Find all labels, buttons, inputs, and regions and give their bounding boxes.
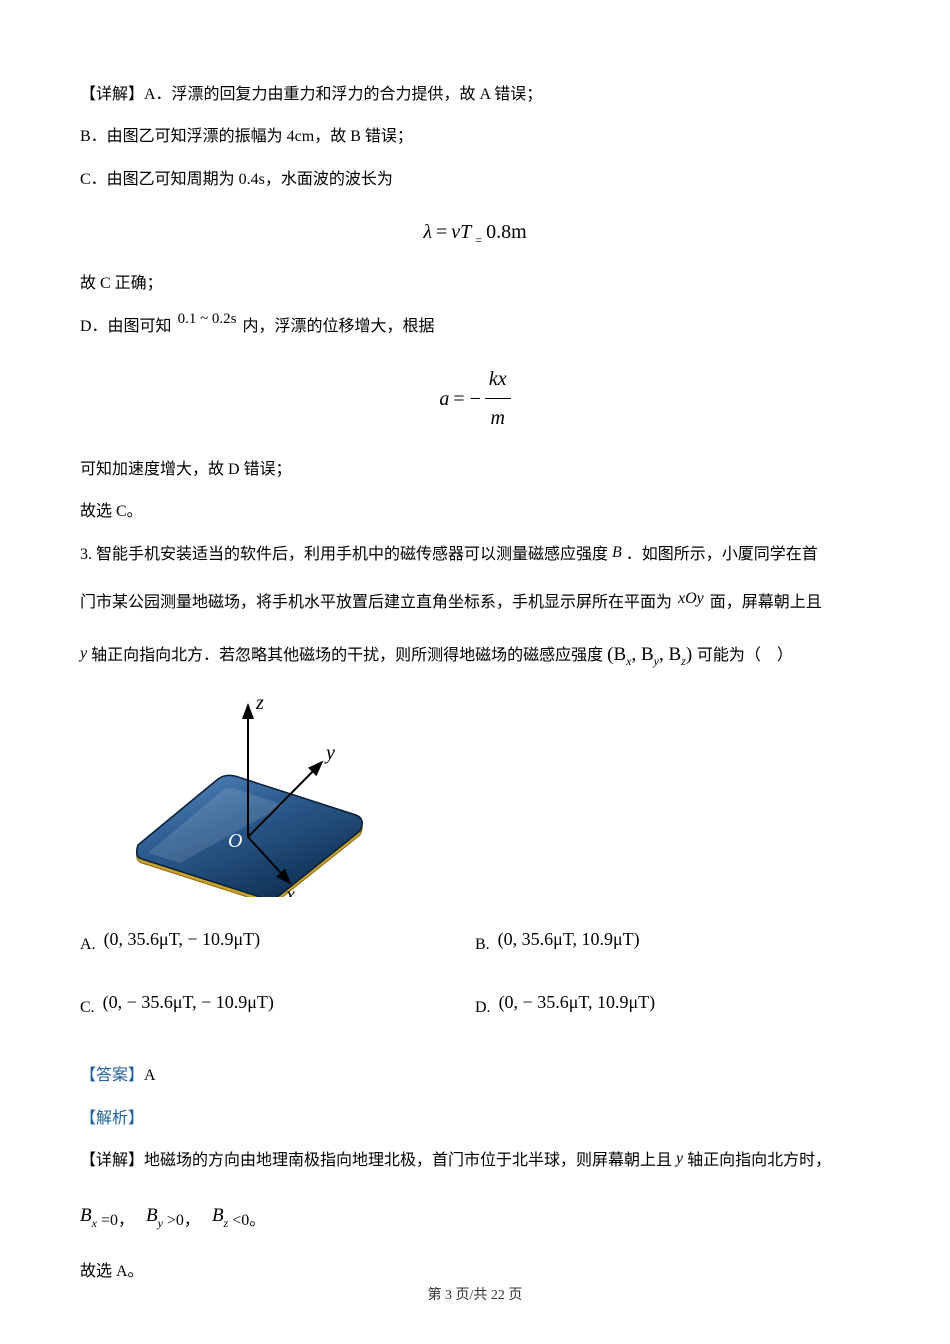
solution-line-d: D．由图可知 0.1 ~ 0.2s 内，浮漂的位移增大，根据 — [80, 312, 870, 343]
opt-c-label: C. — [80, 999, 95, 1016]
opt-d-val: (0, − 35.6μT, 10.9μT) — [499, 992, 656, 1012]
q3-p2-pre: 门市某公园测量地磁场，将手机水平放置后建立直角坐标系，手机显示屏所在平面为 — [80, 594, 672, 611]
page-footer: 第 3 页/共 22 页 — [0, 1283, 950, 1310]
axis-x-label: x — [285, 884, 295, 897]
cond-bz: B — [212, 1205, 224, 1226]
tuple-end: ) — [686, 644, 692, 665]
detail-post: 轴正向指向北方时， — [687, 1152, 831, 1169]
detail-y: y — [676, 1150, 683, 1167]
option-d[interactable]: D. (0, − 35.6μT, 10.9μT) — [475, 985, 870, 1024]
frac-den: m — [485, 399, 511, 437]
fraction: kx m — [485, 360, 511, 437]
cond-bx-sub: x — [92, 1216, 97, 1230]
cond-bz-rel: <0。 — [232, 1212, 265, 1229]
q3-final: 故选 A。 — [80, 1257, 870, 1287]
tuple-c2: , B — [659, 644, 681, 665]
cond-bx-rel: =0， — [101, 1212, 134, 1229]
frac-num: kx — [485, 360, 511, 399]
solution-line-a: 【详解】A．浮漂的回复力由重力和浮力的合力提供，故 A 错误； — [80, 80, 870, 110]
tuple-open: (B — [607, 644, 626, 665]
opt-a-val: (0, 35.6μT, − 10.9μT) — [104, 929, 261, 949]
tuple-c1: , B — [631, 644, 653, 665]
solution-line-c: C．由图乙可知周期为 0.4s，水面波的波长为 — [80, 165, 870, 195]
detail-pre: 【详解】地磁场的方向由地理南极指向地理北极，首门市位于北半球，则屏幕朝上且 — [80, 1152, 672, 1169]
axis-z-label: z — [255, 692, 264, 714]
d-pre: D．由图可知 — [80, 318, 172, 335]
q3-p3-mid: 轴正向指向北方．若忽略其他磁场的干扰，则所测得地磁场的磁感应强度 — [91, 647, 603, 664]
answer-value: A — [144, 1067, 156, 1084]
d-post: 内，浮漂的位移增大，根据 — [243, 318, 435, 335]
cond-by-rel: >0， — [167, 1212, 200, 1229]
formula-subeq: = — [475, 229, 482, 252]
option-b[interactable]: B. (0, 35.6μT, 10.9μT) — [475, 922, 870, 961]
solution-line-b: B．由图乙可知浮漂的振幅为 4cm，故 B 错误； — [80, 122, 870, 152]
q3-conditions: Bx =0， By >0， Bz <0。 — [80, 1198, 870, 1234]
q3-p1-pre: 3. 智能手机安装适当的软件后，利用手机中的磁传感器可以测量磁感应强度 — [80, 546, 608, 563]
solution-final: 故选 C。 — [80, 497, 870, 527]
axis-y-label: y — [324, 742, 335, 764]
cond-by-sub: y — [158, 1216, 163, 1230]
formula-lhs: λ — [423, 213, 432, 251]
solution-d-conclusion: 可知加速度增大，故 D 错误； — [80, 455, 870, 485]
opt-c-val: (0, − 35.6μT, − 10.9μT) — [103, 992, 274, 1012]
formula-a: a = − kx m — [80, 360, 870, 437]
tuple-x: x — [626, 654, 631, 668]
answer-tag: 【答案】 — [80, 1067, 144, 1084]
q3-p1-post: ．如图所示，小厦同学在首 — [626, 546, 818, 563]
opt-a-label: A. — [80, 936, 96, 953]
tuple-z: z — [681, 654, 686, 668]
q3-figure: z y x O — [120, 687, 870, 908]
opt-d-label: D. — [475, 999, 491, 1016]
q3-p3-post: 可能为（ ） — [697, 647, 793, 664]
analysis-tag: 【解析】 — [80, 1104, 870, 1134]
q3-stem-line3: y 轴正向指向北方．若忽略其他磁场的干扰，则所测得地磁场的磁感应强度 (Bx, … — [80, 637, 870, 673]
cond-by: B — [146, 1205, 158, 1226]
tuple-y: y — [654, 654, 659, 668]
answer-line: 【答案】A — [80, 1061, 870, 1091]
q3-options: A. (0, 35.6μT, − 10.9μT) B. (0, 35.6μT, … — [80, 922, 870, 1047]
formula-vt: vT — [451, 213, 471, 251]
q3-detail: 【详解】地磁场的方向由地理南极指向地理北极，首门市位于北半球，则屏幕朝上且 y … — [80, 1146, 870, 1176]
d-range: 0.1 ~ 0.2s — [178, 311, 237, 327]
formula-rhs: 0.8m — [486, 213, 527, 251]
q3-p2-post: 面，屏幕朝上且 — [710, 594, 822, 611]
q3-y: y — [80, 645, 87, 662]
q3-B: B — [612, 544, 622, 561]
formula-eq: = — [436, 213, 447, 251]
opt-b-val: (0, 35.6μT, 10.9μT) — [498, 929, 640, 949]
formula-lambda: λ = vT = 0.8m — [80, 213, 870, 251]
q3-stem-line2: 门市某公园测量地磁场，将手机水平放置后建立直角坐标系，手机显示屏所在平面为 xO… — [80, 588, 870, 618]
origin-label: O — [228, 830, 242, 852]
option-c[interactable]: C. (0, − 35.6μT, − 10.9μT) — [80, 985, 475, 1024]
q3-xoy: xOy — [678, 590, 704, 607]
opt-b-label: B. — [475, 936, 490, 953]
cond-bx: B — [80, 1205, 92, 1226]
solution-c-conclusion: 故 C 正确； — [80, 269, 870, 299]
q3-stem-line1: 3. 智能手机安装适当的软件后，利用手机中的磁传感器可以测量磁感应强度 B ．如… — [80, 540, 870, 570]
f2-eq: = − — [453, 380, 481, 418]
cond-bz-sub: z — [224, 1216, 229, 1230]
f2-a: a — [439, 380, 449, 418]
option-a[interactable]: A. (0, 35.6μT, − 10.9μT) — [80, 922, 475, 961]
